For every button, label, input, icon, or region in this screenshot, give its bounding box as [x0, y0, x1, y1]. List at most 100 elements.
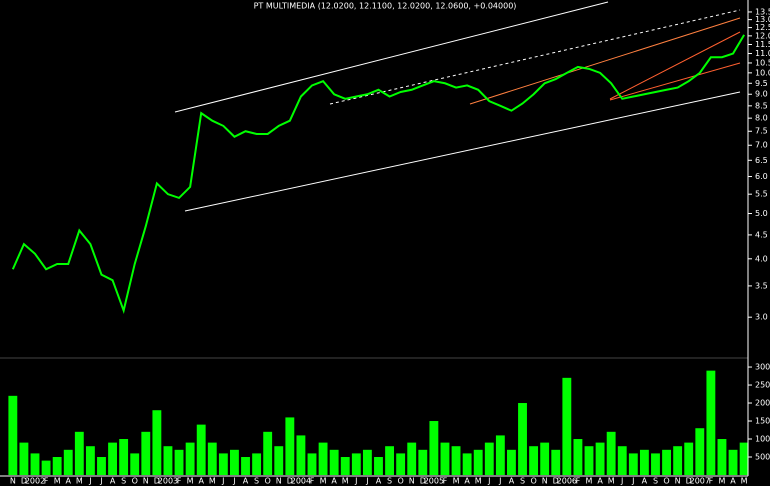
volume-bar: [97, 457, 106, 475]
volume-bar: [196, 424, 206, 475]
y-tick-label: 30000: [755, 363, 770, 372]
x-tick-label: D: [21, 477, 27, 486]
x-tick-label: S: [254, 477, 259, 486]
volume-bar: [63, 449, 73, 475]
x-tick-label: F: [310, 477, 315, 486]
x-tick-label: M: [719, 477, 726, 486]
volume-bar: [562, 377, 572, 475]
y-tick-label: 12.5: [755, 23, 770, 32]
x-tick-label: J: [232, 477, 235, 486]
x-tick-label: F: [177, 477, 182, 486]
x-tick-label: D: [686, 477, 692, 486]
x-tick-label: A: [597, 477, 603, 486]
volume-bar: [207, 442, 217, 475]
y-tick-label: 9.5: [755, 79, 768, 88]
x-tick-label: A: [243, 477, 249, 486]
volume-bar: [185, 442, 195, 475]
x-tick-label: M: [741, 477, 748, 486]
x-tick-label: A: [198, 477, 204, 486]
volume-bar: [30, 453, 40, 475]
volume-bar: [385, 446, 394, 475]
volume-bar: [174, 449, 184, 475]
x-tick-label: A: [464, 477, 470, 486]
volume-bar: [728, 449, 738, 475]
volume-bar: [296, 435, 306, 475]
volume-bar: [130, 453, 140, 475]
x-tick-label: 2004: [291, 477, 311, 486]
volume-bar: [318, 442, 328, 475]
y-tick-label: 13.0: [755, 15, 770, 24]
y-tick-label: 8.0: [755, 114, 768, 123]
x-tick-label: M: [209, 477, 216, 486]
y-tick-label: 4.5: [755, 230, 768, 239]
x-tick-label: M: [608, 477, 615, 486]
x-tick-label: A: [331, 477, 337, 486]
volume-bar: [451, 446, 461, 475]
y-tick-label: 6.0: [755, 172, 768, 181]
x-tick-label: A: [110, 477, 116, 486]
x-tick-label: M: [76, 477, 83, 486]
volume-bar: [440, 442, 450, 475]
y-tick-label: 12.0: [755, 31, 770, 40]
x-tick-label: F: [576, 477, 581, 486]
y-tick-label: 7.0: [755, 141, 768, 150]
y-tick-label: 9.0: [755, 90, 768, 99]
x-tick-label: 2006: [557, 477, 577, 486]
volume-bar: [662, 449, 671, 475]
volume-bar: [529, 446, 539, 475]
volume-bar: [639, 449, 649, 475]
x-tick-label: N: [276, 477, 282, 486]
volume-bar: [518, 403, 527, 475]
x-tick-label: M: [320, 477, 327, 486]
volume-bar: [739, 442, 749, 475]
volume-bar: [473, 449, 483, 475]
y-tick-label: 6.5: [755, 156, 768, 165]
y-tick-label: 5.0: [755, 209, 768, 218]
x-tick-label: S: [387, 477, 392, 486]
volume-bar: [19, 442, 29, 475]
volume-bar: [429, 421, 439, 475]
x-tick-label: A: [376, 477, 382, 486]
x-tick-label: D: [287, 477, 293, 486]
x-tick-label: N: [542, 477, 548, 486]
volume-bar: [218, 453, 228, 475]
y-tick-label: 10.5: [755, 58, 770, 67]
x-tick-label: N: [675, 477, 681, 486]
volume-bar: [495, 435, 505, 475]
volume-bar: [52, 457, 62, 475]
y-tick-label: 5000: [755, 453, 770, 462]
y-tick-label: 11.5: [755, 40, 770, 49]
volume-bar: [407, 442, 417, 475]
volume-bar: [717, 439, 727, 475]
volume-bar: [252, 453, 262, 475]
x-tick-label: O: [265, 477, 271, 486]
y-tick-label: 3.0: [755, 313, 768, 322]
x-tick-label: M: [586, 477, 593, 486]
x-tick-label: 2007: [690, 477, 710, 486]
y-tick-label: 11.0: [755, 49, 770, 58]
x-tick-label: A: [642, 477, 648, 486]
volume-bar: [684, 442, 694, 475]
price-line: [11, 34, 745, 315]
volume-bar: [396, 453, 406, 475]
x-tick-label: J: [631, 477, 634, 486]
x-tick-label: O: [530, 477, 536, 486]
volume-bar: [362, 449, 372, 475]
x-tick-label: F: [44, 477, 49, 486]
y-tick-label: 15000: [755, 417, 770, 426]
volume-bar: [285, 417, 295, 475]
y-tick-label: 10000: [755, 435, 770, 444]
volume-bar: [628, 453, 638, 475]
x-tick-label: O: [132, 477, 138, 486]
volume-bar: [573, 439, 583, 475]
x-tick-label: M: [453, 477, 460, 486]
trend-lines: [174, 1, 741, 212]
volume-bar: [163, 446, 173, 475]
x-tick-label: D: [154, 477, 160, 486]
x-tick-label: J: [620, 477, 623, 486]
volume-bar: [374, 457, 383, 475]
volume-bar: [673, 446, 683, 475]
x-tick-label: N: [143, 477, 149, 486]
x-tick-label: F: [443, 477, 448, 486]
